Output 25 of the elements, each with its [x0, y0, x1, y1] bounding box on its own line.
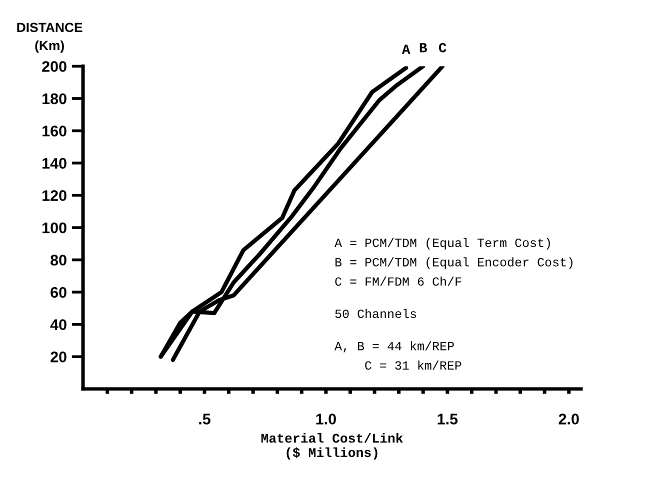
- x-axis-title: Material Cost/Link ($ Millions): [261, 433, 403, 460]
- y-tick-label: 80: [50, 254, 66, 266]
- y-tick-label: 140: [42, 158, 66, 169]
- annotation: C = 31 km/REP: [365, 360, 462, 370]
- y-tick-label: 160: [42, 126, 66, 136]
- y-axis-title: DISTANCE (Km): [17, 22, 82, 53]
- series-label: B: [420, 43, 427, 52]
- y-tick-label: 180: [42, 93, 66, 104]
- y-tick-label: 100: [42, 222, 66, 234]
- y-tick-label: 200: [42, 61, 66, 72]
- y-tick-label: 20: [50, 352, 66, 362]
- x-tick-label: 1.5: [438, 414, 458, 424]
- annotation: 50 Channels: [335, 308, 416, 318]
- y-tick-label: 60: [50, 286, 66, 298]
- y-tick-label: 120: [42, 190, 66, 201]
- series-label: A: [402, 44, 410, 54]
- x-tick-label: .5: [199, 414, 210, 424]
- y-tick-label: 40: [50, 319, 66, 330]
- annotation: A, B = 44 km/REP: [334, 341, 454, 352]
- annotation: C = FM/FDM 6 Ch/F: [335, 276, 462, 286]
- x-tick-label: 1.0: [316, 414, 336, 424]
- series-label: C: [438, 42, 446, 52]
- annotation: A = PCM/TDM (Equal Term Cost): [334, 238, 550, 250]
- annotation: B = PCM/TDM (Equal Encoder Cost): [336, 257, 572, 269]
- x-tick-label: 2.0: [558, 414, 579, 424]
